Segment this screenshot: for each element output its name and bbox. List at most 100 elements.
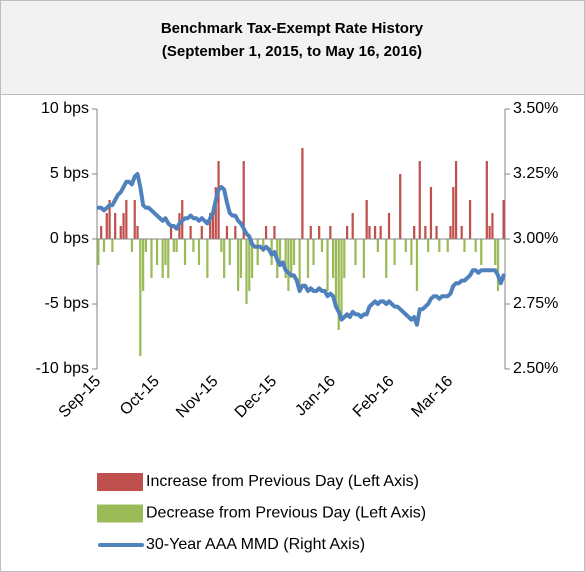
bar [105, 213, 108, 239]
bar [365, 200, 368, 239]
bar [446, 239, 449, 252]
bar [139, 239, 142, 356]
bar [164, 239, 167, 265]
bar [329, 226, 332, 239]
bar [387, 213, 391, 239]
y-tick-label: -5 bps [45, 295, 89, 312]
bar [418, 161, 421, 239]
y2-tick-label: 2.75% [513, 295, 558, 312]
bar [379, 226, 382, 239]
bar [250, 239, 254, 278]
bar [209, 213, 212, 239]
bar [248, 239, 251, 291]
bar [376, 239, 379, 252]
bar [393, 239, 396, 265]
bar [214, 187, 217, 239]
bar [97, 239, 100, 265]
bar [161, 239, 164, 278]
bar [237, 239, 240, 291]
bar [130, 239, 134, 252]
bar [183, 239, 187, 265]
bar [468, 200, 472, 239]
bar [206, 239, 209, 278]
bar [362, 239, 365, 278]
bar [167, 239, 170, 278]
bar [326, 239, 329, 291]
bar [368, 226, 371, 239]
legend-label: 30-Year AAA MMD (Right Axis) [146, 536, 365, 553]
bar [102, 239, 106, 252]
bar [474, 239, 477, 252]
bar [427, 239, 430, 252]
bar [144, 239, 148, 252]
bar [298, 239, 301, 291]
bar [284, 239, 287, 278]
bar [399, 174, 402, 239]
bar [100, 226, 103, 239]
bar [234, 226, 237, 239]
bar [502, 200, 505, 239]
bar [197, 239, 201, 265]
y-tick-label: 0 bps [50, 230, 89, 247]
bar [449, 226, 452, 239]
bar [301, 148, 304, 239]
bar [491, 213, 494, 239]
bar [334, 239, 338, 304]
bar [340, 239, 343, 317]
line [96, 172, 506, 327]
bar [133, 200, 136, 239]
bar [211, 213, 215, 239]
bar [435, 226, 438, 239]
bar [404, 239, 407, 252]
bar [496, 239, 500, 291]
bar [292, 239, 296, 265]
chart-title: Benchmark Tax-Exempt Rate History [161, 20, 424, 37]
bar [217, 161, 220, 239]
bar [332, 239, 335, 278]
bar [337, 239, 340, 330]
y-tick-label: -10 bps [36, 360, 89, 377]
bar [200, 226, 203, 239]
bar [424, 226, 427, 239]
legend-label: Increase from Previous Day (Left Axis) [146, 473, 419, 490]
bar [454, 161, 458, 239]
bar [312, 239, 315, 265]
bar [480, 239, 483, 265]
bar [385, 239, 388, 278]
bar [410, 239, 413, 265]
bar [413, 226, 416, 239]
bar [108, 200, 111, 239]
bar [287, 239, 290, 291]
bar [136, 226, 139, 239]
bar [485, 161, 488, 239]
bar [122, 213, 125, 239]
bar [463, 239, 466, 252]
bar [373, 226, 377, 239]
bar [150, 239, 153, 278]
bar [273, 226, 276, 239]
bar [192, 239, 195, 252]
bar [494, 239, 497, 265]
bar [155, 239, 159, 265]
bar [175, 239, 178, 252]
bar [429, 187, 433, 239]
bar [141, 239, 145, 291]
y2-tick-label: 3.00% [513, 230, 558, 247]
bar [245, 239, 248, 304]
bar [320, 239, 324, 252]
bar [343, 239, 346, 278]
bar [306, 239, 310, 278]
legend-label: Decrease from Previous Day (Left Axis) [146, 505, 426, 522]
bar [256, 239, 259, 265]
y2-tick-label: 3.25% [513, 165, 558, 182]
bar [172, 239, 175, 252]
bar [460, 226, 463, 239]
y2-tick-label: 2.50% [513, 360, 558, 377]
bar [111, 239, 114, 252]
bar [242, 161, 245, 239]
title-box [0, 0, 585, 95]
bar [225, 226, 229, 239]
bar [278, 239, 282, 265]
legend-swatch [97, 473, 143, 491]
